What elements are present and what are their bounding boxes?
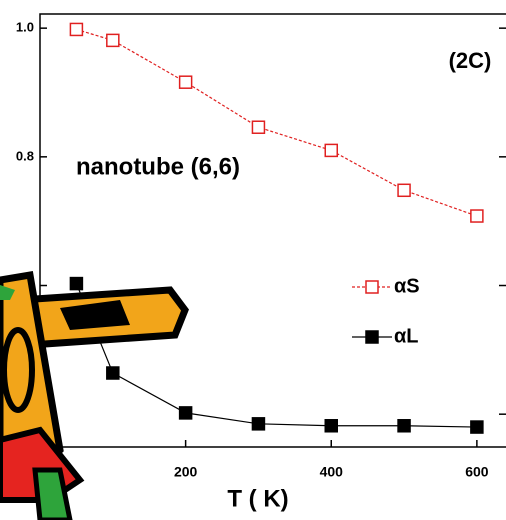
data-point [324, 143, 338, 158]
annotation: nanotube (6,6) [76, 153, 240, 180]
x-tick-label: 400 [320, 464, 344, 480]
data-point [251, 417, 266, 431]
legend-marker [365, 280, 379, 294]
data-point [106, 33, 120, 48]
data-point [470, 420, 484, 434]
legend-label: αS [394, 275, 420, 297]
data-point [324, 419, 338, 433]
series-line [76, 28, 478, 217]
x-axis-label: T ( K) [227, 485, 288, 512]
plot: 1.00.80.60.4200400600αSαL [16, 13, 506, 480]
legend-marker [365, 330, 379, 344]
clipart [0, 270, 189, 520]
data-point [69, 22, 84, 37]
data-point [251, 120, 266, 134]
data-point [397, 183, 411, 198]
data-point [470, 209, 484, 223]
data-point [106, 366, 120, 380]
plot-frame [39, 13, 506, 448]
data-point [178, 406, 193, 420]
y-tick-label: 1.0 [16, 20, 34, 35]
x-tick-label: 600 [465, 464, 489, 480]
legend-label: αL [394, 325, 419, 347]
data-point [69, 276, 84, 291]
x-tick-label: 200 [174, 464, 198, 480]
y-tick-label: 0.8 [16, 148, 34, 163]
data-point [178, 75, 193, 89]
data-point [397, 419, 411, 433]
panel-label: (2C) [449, 48, 492, 73]
